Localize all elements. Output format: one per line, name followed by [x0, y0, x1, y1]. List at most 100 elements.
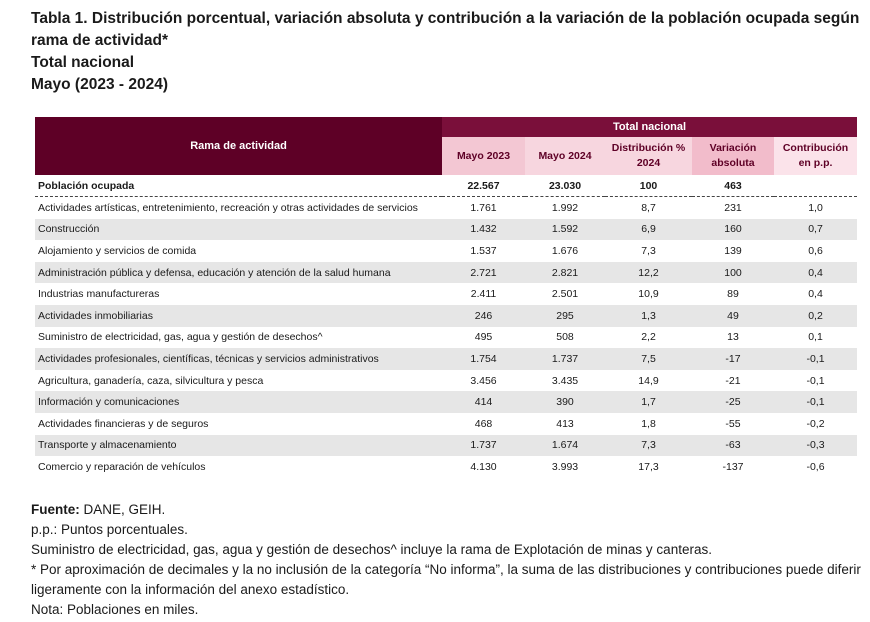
row-name: Comercio y reparación de vehículos	[38, 460, 206, 473]
title-scope: Total nacional	[31, 54, 135, 71]
row-2024: 413	[556, 417, 574, 430]
row-dist: 1,8	[641, 417, 656, 430]
row-2023: 1.432	[442, 218, 525, 241]
row-name: Suministro de electricidad, gas, agua y …	[38, 331, 323, 344]
row-2024: 295	[525, 304, 605, 327]
total-row-contrib	[774, 175, 858, 197]
row-dist: 1,3	[605, 304, 692, 327]
row-name: Agricultura, ganadería, caza, silvicultu…	[38, 374, 264, 387]
header-mayo-2024: Mayo 2024	[525, 137, 605, 175]
row-contrib: 0,2	[774, 304, 858, 327]
table-row: Administración pública y defensa, educac…	[35, 261, 858, 284]
table-row: Actividades profesionales, científicas, …	[35, 348, 858, 370]
total-row: Población ocupada 22.567 23.030 100 463	[35, 175, 858, 197]
header-variacion: Variación absoluta	[692, 137, 774, 175]
row-dist: 7,5	[605, 348, 692, 370]
header-rama: Rama de actividad	[35, 117, 442, 175]
suministro-note: Suministro de electricidad, gas, agua y …	[31, 542, 712, 557]
table-row: Información y comunicaciones 414 390 1,7 -25…	[35, 391, 858, 413]
row-2024: 1.592	[525, 218, 605, 241]
header-distribucion: Distribución % 2024	[605, 137, 692, 175]
row-contrib: -0,3	[774, 434, 858, 457]
row-2024: 508	[556, 331, 574, 344]
table-row: Construcción 1.432 1.592 6,9 160 0,7	[35, 218, 858, 241]
row-dist: 7,3	[605, 434, 692, 457]
row-name: Transporte y almacenamiento	[35, 434, 442, 457]
header-contribucion: Contribución en p.p.	[774, 137, 858, 175]
row-contrib: 0,7	[774, 218, 858, 241]
table-row: Comercio y reparación de vehículos 4.130 3…	[35, 456, 857, 478]
row-contrib: 1,0	[808, 201, 823, 214]
row-dist: 12,2	[605, 261, 692, 284]
row-2024: 2.821	[525, 261, 605, 284]
total-row-dist: 100	[605, 175, 692, 197]
unit-note: Nota: Poblaciones en miles.	[31, 602, 199, 617]
row-contrib: -0,1	[774, 391, 858, 413]
row-contrib: 0,1	[808, 331, 823, 344]
row-var: 89	[727, 288, 739, 301]
row-2023: 246	[442, 304, 525, 327]
row-name: Alojamiento y servicios de comida	[38, 244, 197, 257]
row-2023: 1.737	[442, 434, 525, 457]
source-note: Fuente: DANE, GEIH.	[31, 502, 166, 517]
row-2023: 495	[474, 331, 493, 344]
row-var: -63	[692, 434, 774, 457]
row-dist: 6,9	[605, 218, 692, 241]
row-contrib: 0,6	[808, 244, 823, 257]
pp-note: p.p.: Puntos porcentuales.	[31, 522, 188, 537]
row-2024: 390	[525, 391, 605, 413]
row-2024: 3.993	[551, 460, 579, 473]
row-contrib: -0,1	[806, 374, 825, 387]
row-2023: 3.456	[470, 374, 497, 387]
row-name: Actividades inmobiliarias	[35, 304, 442, 327]
table-title: Tabla 1. Distribución porcentual, variac…	[31, 8, 866, 96]
row-2024: 1.992	[551, 201, 579, 214]
header-mayo-2023: Mayo 2023	[442, 137, 525, 175]
data-table: Rama de actividad Total nacional Mayo 20…	[35, 117, 858, 478]
table-row: Transporte y almacenamiento 1.737 1.674 7,3…	[35, 434, 858, 457]
row-name: Construcción	[35, 218, 442, 241]
title-main: Tabla 1. Distribución porcentual, variac…	[31, 10, 860, 49]
total-row-name: Población ocupada	[35, 175, 442, 197]
row-name: Administración pública y defensa, educac…	[35, 261, 442, 284]
row-var: 13	[727, 331, 739, 344]
row-var: -17	[692, 348, 774, 370]
row-2024: 1.676	[551, 244, 579, 257]
row-var: -137	[722, 460, 744, 473]
row-2024: 1.737	[525, 348, 605, 370]
row-var: 49	[692, 304, 774, 327]
row-var: 139	[724, 244, 742, 257]
row-dist: 7,3	[641, 244, 656, 257]
row-var: 160	[692, 218, 774, 241]
row-name: Actividades artísticas, entretenimiento,…	[38, 201, 418, 214]
footnotes: Fuente: DANE, GEIH. p.p.: Puntos porcent…	[31, 500, 866, 620]
row-contrib: -0,1	[774, 348, 858, 370]
row-contrib: 0,4	[808, 288, 823, 301]
row-name: Información y comunicaciones	[35, 391, 442, 413]
table-row: Agricultura, ganadería, caza, silvicultu…	[35, 370, 857, 392]
row-dist: 17,3	[638, 460, 659, 473]
row-2024: 1.674	[525, 434, 605, 457]
row-dist: 10,9	[638, 288, 659, 301]
row-dist: 2,2	[641, 331, 656, 344]
aprox-note: * Por aproximación de decimales y la no …	[31, 562, 861, 597]
row-2024: 3.435	[551, 374, 579, 387]
row-var: 231	[724, 201, 742, 214]
title-period: Mayo (2023 - 2024)	[31, 76, 168, 93]
table-row: Actividades inmobiliarias 246 295 1,3 49 0,2	[35, 304, 858, 327]
row-2023: 2.411	[470, 288, 497, 301]
table-row: Actividades artísticas, entretenimiento,…	[35, 197, 857, 219]
table-row: Industrias manufactureras 2.411 2.501 10,9 8…	[35, 283, 857, 305]
row-2023: 4.130	[470, 460, 497, 473]
row-contrib: -0,2	[806, 417, 825, 430]
row-name: Actividades profesionales, científicas, …	[35, 348, 442, 370]
header-group-total: Total nacional	[442, 117, 858, 137]
row-var: 100	[692, 261, 774, 284]
row-var: -21	[725, 374, 741, 387]
row-2023: 414	[442, 391, 525, 413]
row-var: -55	[725, 417, 741, 430]
row-name: Industrias manufactureras	[38, 288, 160, 301]
row-contrib: 0,4	[774, 261, 858, 284]
total-row-2023: 22.567	[442, 175, 525, 197]
total-row-var: 463	[692, 175, 774, 197]
